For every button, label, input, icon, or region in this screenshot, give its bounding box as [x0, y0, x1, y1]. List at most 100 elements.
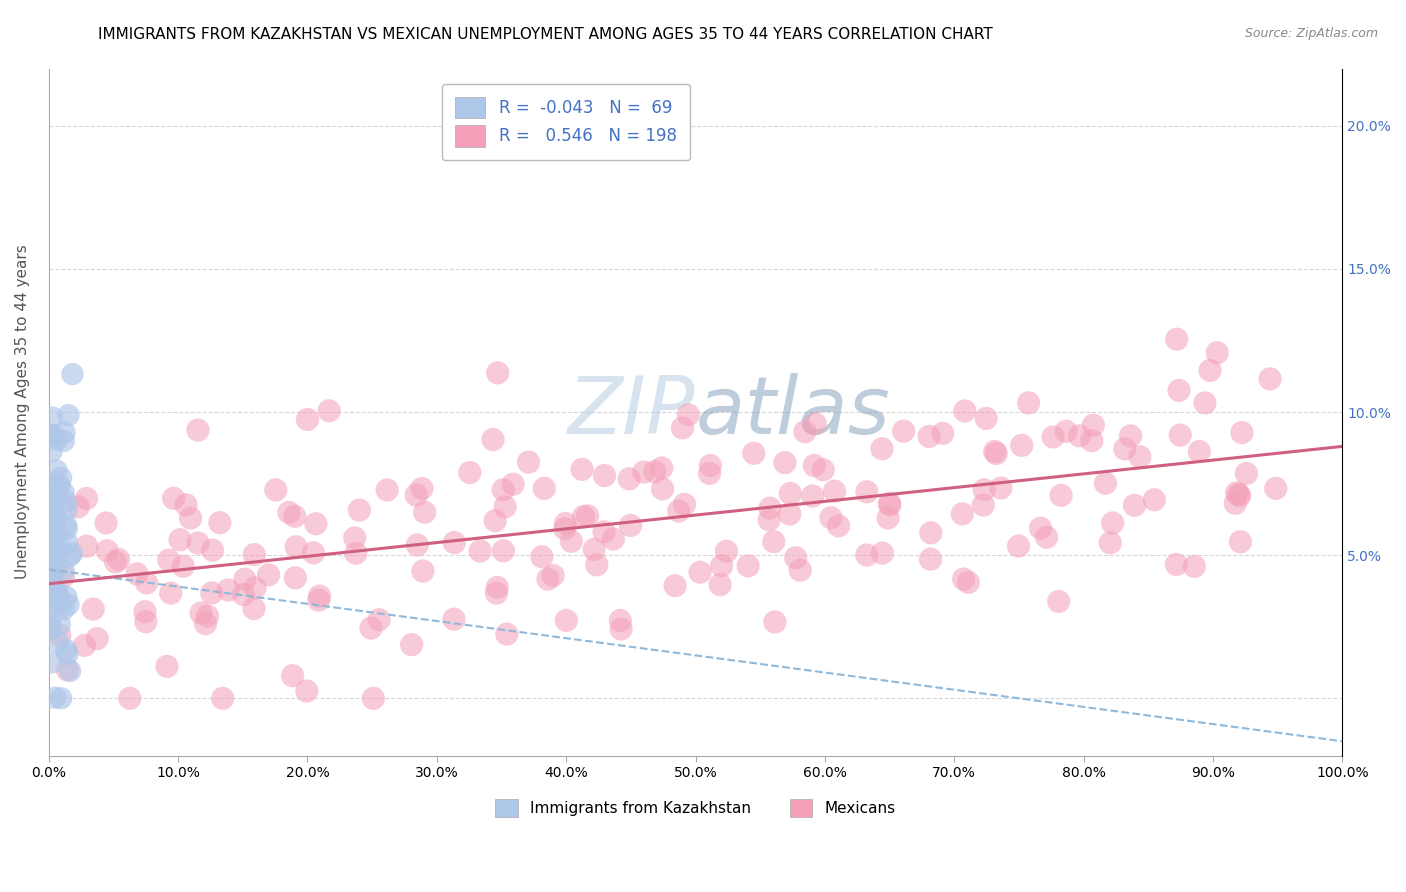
- Point: [51, 594, 73, 608]
- Point: [107, 552, 129, 566]
- Point: [38, 427, 60, 442]
- Point: [1029, 521, 1052, 535]
- Point: [60, 546, 83, 560]
- Point: [699, 458, 721, 473]
- Point: [368, 613, 391, 627]
- Point: [284, 571, 307, 585]
- Point: [1050, 488, 1073, 502]
- Point: [49, 617, 72, 632]
- Point: [157, 553, 180, 567]
- Point: [1083, 418, 1105, 433]
- Point: [297, 412, 319, 426]
- Point: [285, 540, 308, 554]
- Point: [1264, 481, 1286, 495]
- Point: [856, 484, 879, 499]
- Point: [953, 404, 976, 418]
- Point: [879, 496, 901, 510]
- Point: [537, 572, 560, 586]
- Point: [277, 506, 299, 520]
- Point: [44, 600, 66, 615]
- Point: [55, 503, 77, 517]
- Point: [486, 366, 509, 380]
- Point: [763, 615, 786, 629]
- Point: [257, 567, 280, 582]
- Text: Source: ZipAtlas.com: Source: ZipAtlas.com: [1244, 27, 1378, 40]
- Point: [45, 509, 67, 524]
- Point: [39, 566, 62, 581]
- Point: [560, 534, 582, 549]
- Point: [773, 456, 796, 470]
- Point: [530, 549, 553, 564]
- Point: [38, 615, 60, 630]
- Point: [49, 471, 72, 485]
- Point: [55, 590, 77, 604]
- Point: [1143, 492, 1166, 507]
- Point: [1123, 499, 1146, 513]
- Point: [1227, 487, 1250, 501]
- Point: [48, 478, 70, 492]
- Point: [762, 534, 785, 549]
- Point: [619, 518, 641, 533]
- Point: [41, 554, 63, 568]
- Point: [169, 533, 191, 547]
- Point: [855, 548, 877, 562]
- Point: [58, 598, 80, 612]
- Point: [38, 577, 60, 591]
- Point: [458, 466, 481, 480]
- Point: [49, 691, 72, 706]
- Text: ZIP: ZIP: [568, 373, 696, 451]
- Point: [651, 482, 673, 496]
- Point: [44, 516, 66, 531]
- Point: [48, 489, 70, 503]
- Point: [742, 446, 765, 460]
- Point: [194, 616, 217, 631]
- Point: [554, 522, 576, 536]
- Point: [932, 426, 955, 441]
- Point: [82, 602, 104, 616]
- Point: [44, 595, 66, 609]
- Point: [710, 558, 733, 573]
- Point: [541, 568, 564, 582]
- Point: [1199, 363, 1222, 377]
- Point: [86, 632, 108, 646]
- Point: [295, 684, 318, 698]
- Point: [135, 576, 157, 591]
- Point: [405, 488, 427, 502]
- Point: [401, 638, 423, 652]
- Point: [52, 569, 75, 583]
- Point: [492, 483, 515, 497]
- Point: [180, 511, 202, 525]
- Point: [284, 509, 307, 524]
- Point: [39, 622, 62, 636]
- Point: [39, 496, 62, 510]
- Point: [973, 483, 995, 497]
- Point: [39, 571, 62, 585]
- Y-axis label: Unemployment Among Ages 35 to 44 years: Unemployment Among Ages 35 to 44 years: [15, 244, 30, 580]
- Point: [308, 593, 330, 607]
- Point: [1225, 486, 1247, 500]
- Point: [1011, 438, 1033, 452]
- Point: [1258, 372, 1281, 386]
- Point: [172, 559, 194, 574]
- Point: [673, 497, 696, 511]
- Point: [651, 461, 673, 475]
- Point: [41, 444, 63, 458]
- Point: [485, 586, 508, 600]
- Point: [610, 622, 633, 636]
- Point: [1206, 345, 1229, 359]
- Point: [406, 538, 429, 552]
- Text: atlas: atlas: [696, 373, 890, 451]
- Point: [870, 442, 893, 456]
- Point: [39, 579, 62, 593]
- Point: [344, 546, 367, 560]
- Point: [52, 602, 75, 616]
- Point: [45, 433, 67, 447]
- Point: [243, 548, 266, 562]
- Point: [343, 531, 366, 545]
- Point: [1229, 534, 1251, 549]
- Point: [689, 565, 711, 579]
- Point: [1119, 429, 1142, 443]
- Point: [48, 541, 70, 555]
- Point: [201, 586, 224, 600]
- Point: [349, 503, 371, 517]
